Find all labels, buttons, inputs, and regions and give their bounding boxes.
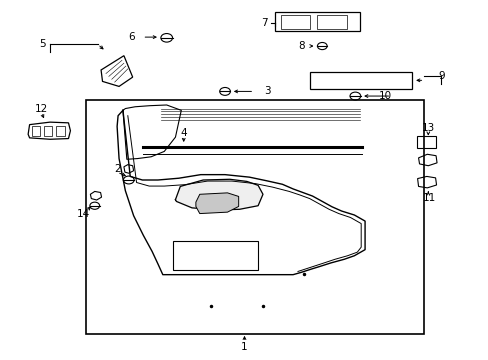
Polygon shape xyxy=(175,179,263,210)
Text: 7: 7 xyxy=(261,18,268,28)
Text: 14: 14 xyxy=(76,209,89,219)
Text: 10: 10 xyxy=(378,91,391,101)
Text: 2: 2 xyxy=(114,164,120,174)
Bar xyxy=(43,126,52,136)
Bar xyxy=(31,126,40,136)
Bar xyxy=(86,100,424,334)
Text: 8: 8 xyxy=(298,41,305,51)
Text: 6: 6 xyxy=(128,32,135,42)
Text: 1: 1 xyxy=(241,342,247,352)
Text: 11: 11 xyxy=(422,193,435,203)
Text: 4: 4 xyxy=(180,128,186,138)
Text: 3: 3 xyxy=(264,86,271,96)
Text: 13: 13 xyxy=(421,123,434,133)
Bar xyxy=(309,72,411,89)
Bar xyxy=(281,15,309,28)
Bar xyxy=(317,15,346,28)
Text: 9: 9 xyxy=(437,71,444,81)
Text: 12: 12 xyxy=(35,104,48,114)
Bar xyxy=(56,126,64,136)
Bar xyxy=(274,12,359,31)
Bar xyxy=(172,242,257,270)
Bar xyxy=(416,136,435,148)
Text: 5: 5 xyxy=(40,39,46,49)
Polygon shape xyxy=(196,193,238,213)
